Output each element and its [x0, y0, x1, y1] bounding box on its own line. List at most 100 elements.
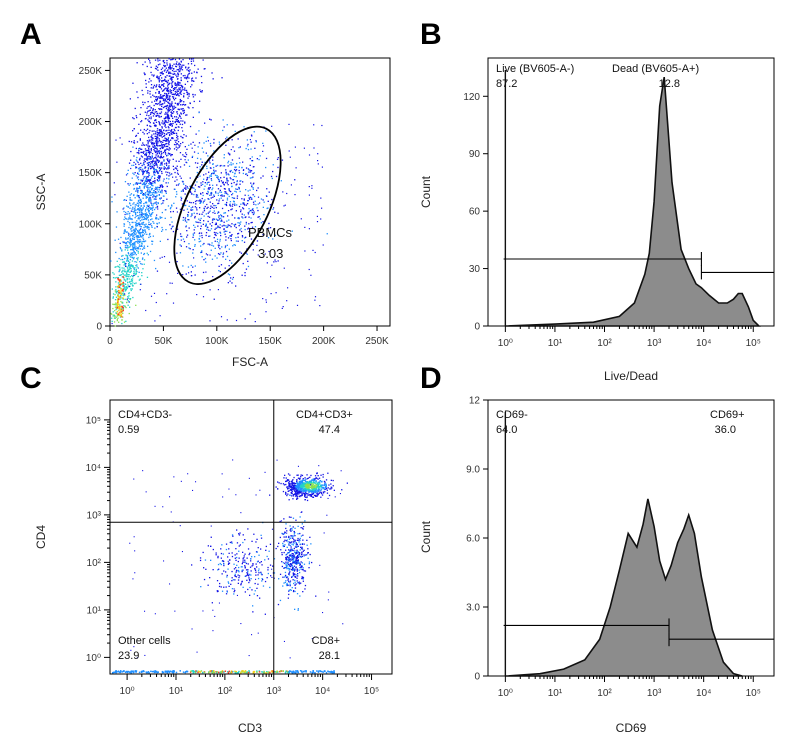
event-dot	[208, 187, 210, 189]
event-dot	[137, 132, 139, 134]
event-dot	[180, 239, 182, 241]
event-dot	[317, 485, 319, 487]
event-dot	[238, 550, 240, 552]
event-dot	[157, 150, 159, 152]
event-dot	[236, 188, 238, 190]
event-dot	[167, 92, 170, 94]
event-dot	[131, 164, 133, 167]
event-dot	[226, 124, 228, 126]
event-dot	[296, 490, 298, 493]
event-dot	[168, 117, 170, 119]
event-dot	[213, 298, 215, 300]
event-dot	[133, 253, 135, 256]
event-dot	[184, 217, 187, 219]
event-dot	[136, 223, 138, 225]
event-dot	[116, 304, 119, 306]
event-dot	[290, 546, 292, 548]
event-dot	[295, 566, 297, 568]
event-dot	[164, 100, 167, 102]
event-dot	[319, 489, 321, 491]
event-dot	[235, 548, 237, 550]
event-dot	[129, 246, 131, 248]
event-dot	[318, 465, 320, 467]
event-dot	[247, 572, 249, 574]
event-dot	[163, 123, 166, 125]
event-dot	[136, 239, 139, 241]
event-dot	[140, 283, 142, 285]
event-dot	[322, 473, 324, 476]
event-dot	[163, 64, 165, 67]
event-dot	[156, 194, 158, 197]
event-dot	[221, 195, 223, 197]
event-dot	[238, 545, 240, 547]
event-dot	[181, 136, 183, 139]
event-dot	[265, 301, 267, 303]
event-dot	[211, 242, 213, 244]
event-dot	[129, 276, 131, 278]
event-dot	[204, 182, 206, 184]
event-dot	[184, 83, 186, 85]
event-dot	[159, 175, 161, 177]
event-dot	[119, 295, 122, 297]
event-dot	[143, 247, 145, 249]
event-dot	[136, 141, 139, 143]
event-dot	[167, 182, 169, 184]
event-dot	[133, 268, 135, 270]
event-dot	[209, 175, 211, 177]
event-dot	[174, 93, 176, 95]
event-dot	[164, 217, 166, 219]
event-dot	[149, 113, 152, 116]
event-dot	[156, 270, 159, 272]
event-dot	[250, 141, 252, 143]
event-dot	[166, 106, 168, 108]
event-dot	[168, 178, 170, 180]
event-dot	[235, 569, 238, 571]
event-dot	[133, 270, 135, 273]
event-dot	[226, 197, 229, 199]
event-dot	[281, 554, 283, 556]
event-dot	[161, 186, 164, 188]
event-dot	[316, 487, 318, 489]
event-dot	[300, 511, 302, 513]
event-dot	[156, 192, 158, 194]
event-dot	[319, 487, 321, 489]
event-dot	[116, 318, 118, 320]
event-dot	[134, 229, 136, 232]
event-dot	[164, 124, 166, 126]
event-dot	[134, 213, 137, 215]
event-dot	[263, 214, 265, 216]
event-dot	[308, 194, 310, 196]
event-dot	[144, 73, 146, 76]
event-dot	[226, 179, 228, 181]
event-dot	[141, 89, 143, 92]
event-dot	[181, 123, 184, 126]
event-dot	[156, 138, 158, 141]
event-dot	[296, 562, 298, 564]
event-dot	[314, 486, 316, 488]
event-dot	[264, 559, 266, 561]
event-dot	[124, 242, 127, 245]
event-dot	[158, 176, 161, 178]
event-dot	[216, 590, 219, 593]
event-dot	[116, 161, 118, 163]
event-dot	[155, 218, 157, 220]
event-dot	[319, 305, 321, 307]
event-dot	[234, 166, 236, 168]
event-dot	[148, 191, 150, 193]
event-dot	[290, 558, 292, 560]
event-dot	[301, 523, 303, 525]
event-dot	[311, 561, 313, 564]
event-dot	[138, 229, 140, 231]
event-dot	[219, 165, 221, 167]
event-dot	[256, 595, 259, 597]
event-dot	[225, 171, 227, 173]
event-dot	[186, 234, 189, 236]
event-dot	[317, 489, 319, 491]
event-dot	[123, 267, 125, 269]
event-dot	[193, 212, 195, 214]
event-dot	[262, 585, 265, 587]
event-dot	[283, 484, 286, 486]
event-dot	[148, 81, 150, 83]
event-dot	[147, 245, 149, 247]
event-dot	[287, 287, 289, 289]
